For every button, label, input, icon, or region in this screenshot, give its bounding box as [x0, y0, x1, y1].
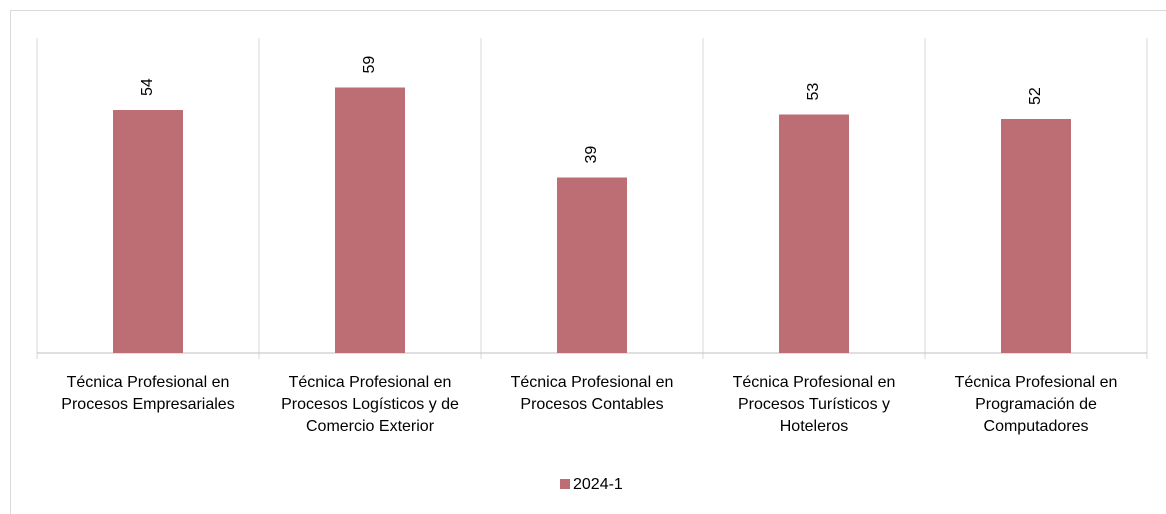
- bar: [335, 87, 405, 353]
- data-label: 39: [583, 146, 600, 164]
- chart-border: [10, 10, 1166, 514]
- bar: [113, 110, 183, 353]
- x-tick-label: Técnica Profesional en Procesos Contable…: [510, 374, 674, 413]
- bar: [779, 114, 849, 353]
- legend-label: 2024-1: [573, 476, 623, 493]
- x-tick-label: Técnica Profesional en Procesos Turístic…: [732, 374, 896, 435]
- data-label: 53: [805, 83, 822, 101]
- bar: [1001, 119, 1071, 353]
- bar: [557, 177, 627, 353]
- x-tick-label: Técnica Profesional en Programación de C…: [954, 374, 1118, 435]
- data-label: 59: [361, 56, 378, 74]
- x-tick-label: Técnica Profesional en Procesos Logístic…: [281, 374, 459, 435]
- x-tick-label: Técnica Profesional en Procesos Empresar…: [61, 374, 235, 413]
- legend-swatch: [560, 479, 570, 489]
- data-label: 52: [1027, 87, 1044, 105]
- data-label: 54: [139, 78, 156, 96]
